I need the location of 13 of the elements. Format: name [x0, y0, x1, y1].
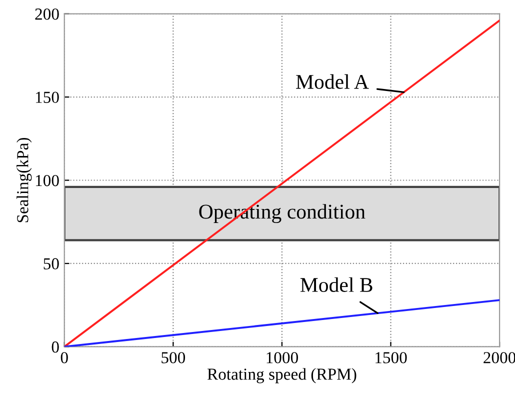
series-label: Model B: [300, 277, 372, 292]
x-tick-label: 1000: [266, 352, 298, 364]
x-axis-title: Rotating speed (RPM): [207, 368, 356, 384]
y-tick-label: 50: [44, 258, 59, 270]
y-tick-label: 200: [35, 8, 59, 20]
x-tick-label: 500: [162, 352, 186, 364]
x-tick-label: 0: [60, 352, 68, 364]
x-tick-label: 1500: [376, 352, 407, 364]
y-tick-label: 0: [52, 341, 59, 353]
series-label: Model A: [296, 74, 369, 89]
y-axis-title: Sealing(kPa): [16, 138, 32, 222]
y-tick-label: 150: [36, 92, 59, 103]
y-tick-label: 100: [36, 174, 59, 186]
